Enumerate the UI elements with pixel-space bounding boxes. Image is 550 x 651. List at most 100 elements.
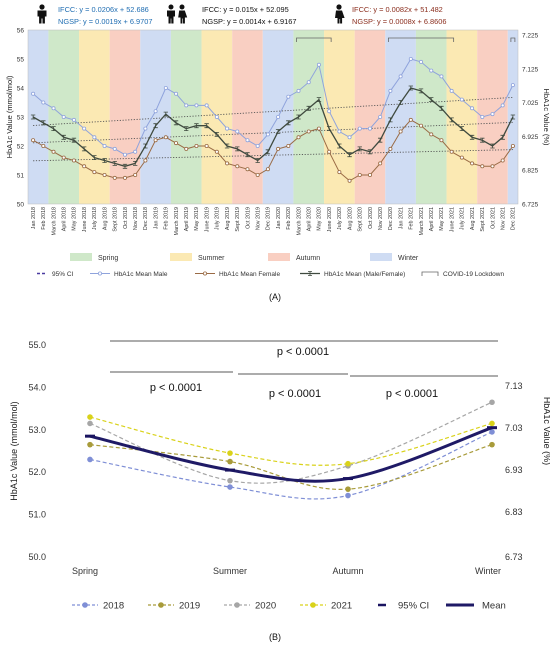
data-point-2021 bbox=[489, 420, 495, 427]
data-point-male bbox=[174, 91, 179, 96]
data-point-female bbox=[214, 149, 219, 154]
data-point-mean-ci bbox=[255, 158, 260, 163]
data-point-female bbox=[112, 175, 117, 180]
data-point-female bbox=[133, 172, 138, 177]
data-point-mean-ci bbox=[51, 126, 56, 131]
legend-marker-mean bbox=[308, 271, 312, 276]
x-tick-label: Sept 2019 bbox=[235, 207, 241, 232]
x-tick-label: Spring bbox=[72, 566, 98, 576]
significance-label: p < 0.0001 bbox=[386, 388, 438, 400]
trend-male-line bbox=[33, 96, 513, 126]
y2-tick-label: 6.73 bbox=[505, 552, 523, 562]
data-point-female bbox=[306, 129, 311, 134]
data-point-mean-ci bbox=[245, 152, 250, 158]
legend-label-mean: Mean bbox=[482, 601, 506, 612]
data-point-mean-ci bbox=[71, 137, 77, 143]
x-tick-label: Nov 2019 bbox=[255, 207, 261, 230]
data-point-female bbox=[153, 138, 158, 143]
legend-swatch-lockdown bbox=[421, 271, 439, 276]
data-point-female bbox=[500, 158, 505, 163]
season-band-autumn bbox=[232, 30, 263, 204]
data-point-male bbox=[439, 74, 444, 79]
data-point-mean-ci bbox=[357, 146, 362, 152]
season-band-summer bbox=[446, 30, 478, 204]
y-tick-label: 53.0 bbox=[28, 425, 46, 435]
data-point-mean-ci bbox=[143, 143, 148, 149]
legend-label-autumn: Autumn bbox=[296, 255, 320, 262]
data-point-2020 bbox=[489, 399, 495, 406]
data-point-female bbox=[378, 161, 383, 166]
series-line-2021 bbox=[89, 416, 493, 466]
data-point-mean-ci bbox=[224, 143, 230, 149]
data-point-female bbox=[367, 172, 372, 177]
data-point-male bbox=[459, 97, 464, 102]
x-tick-label: July 2019 bbox=[215, 207, 221, 230]
data-point-female bbox=[408, 117, 413, 122]
data-point-mean-ci bbox=[204, 123, 209, 129]
legend-label-ci: 95% CI bbox=[398, 601, 429, 612]
x-tick-label: Oct 2021 bbox=[490, 207, 496, 229]
data-point-female bbox=[490, 164, 495, 169]
data-point-mean-ci bbox=[214, 132, 220, 137]
season-band-winter bbox=[28, 30, 49, 204]
data-point-2021 bbox=[345, 460, 351, 467]
data-point-male bbox=[429, 68, 434, 73]
data-point-2019 bbox=[489, 441, 495, 448]
y-tick-label: 50 bbox=[17, 202, 25, 209]
data-point-female bbox=[92, 170, 97, 175]
data-point-2020 bbox=[87, 420, 93, 427]
x-tick-label: March 2020 bbox=[296, 207, 302, 235]
data-point-female bbox=[480, 164, 485, 169]
series-line-2020 bbox=[89, 401, 493, 484]
data-point-mean-ci bbox=[122, 163, 128, 169]
x-tick-label: Oct 2020 bbox=[368, 207, 374, 229]
data-point-female bbox=[255, 172, 260, 177]
female-person-icon bbox=[335, 4, 345, 24]
y-tick-label: 54.0 bbox=[28, 382, 46, 392]
data-point-female bbox=[225, 161, 230, 166]
data-point-2019 bbox=[227, 458, 233, 465]
x-tick-label: Aug 2021 bbox=[470, 207, 476, 230]
x-tick-label: Dec 2019 bbox=[266, 207, 272, 230]
x-tick-label: Feb 2020 bbox=[286, 207, 292, 230]
series-line-mean bbox=[32, 87, 514, 167]
y2-tick-label: 7.125 bbox=[522, 66, 539, 73]
data-point-mean-ci bbox=[347, 152, 352, 158]
y-tick-label: 53 bbox=[17, 115, 25, 122]
data-point-female bbox=[61, 155, 66, 160]
y2-axis-title: HbA1c Value (%) bbox=[542, 89, 550, 146]
data-point-male bbox=[102, 143, 107, 148]
data-point-male bbox=[388, 88, 393, 93]
x-tick-label: Jan 2021 bbox=[398, 207, 404, 229]
y2-axis-title: HbA1c Value (%) bbox=[542, 397, 550, 465]
data-point-2018 bbox=[345, 492, 351, 499]
data-point-mean-ci bbox=[377, 137, 383, 143]
legend-label-male: HbA1c Mean Male bbox=[114, 271, 168, 278]
data-point-mean-ci bbox=[490, 143, 495, 149]
data-point-mean-ci bbox=[408, 85, 414, 91]
data-point-mean-ci bbox=[153, 123, 158, 129]
legend-swatch-summer bbox=[170, 253, 192, 261]
x-tick-label: Oct 2019 bbox=[245, 207, 251, 229]
data-point-mean-ci bbox=[500, 134, 505, 140]
data-point-mean-ci bbox=[326, 126, 332, 131]
significance-label: p < 0.0001 bbox=[269, 388, 321, 400]
data-point-mean-ci bbox=[316, 97, 322, 102]
data-point-female bbox=[316, 126, 321, 131]
lockdown-bracket bbox=[387, 37, 455, 42]
data-point-male bbox=[286, 94, 291, 99]
data-point-female bbox=[163, 135, 168, 140]
x-tick-label: Aug 2019 bbox=[225, 207, 231, 230]
x-tick-label: April 2018 bbox=[62, 207, 68, 231]
data-point-female bbox=[235, 164, 240, 169]
x-tick-label: May 2020 bbox=[317, 207, 323, 231]
season-band-spring bbox=[415, 30, 447, 204]
data-point-mean-ci bbox=[265, 149, 271, 155]
y-tick-label: 55.0 bbox=[28, 340, 46, 350]
data-point-male bbox=[194, 103, 199, 108]
legend-label-spring: Spring bbox=[98, 255, 118, 262]
equation-female-ngsp: NGSP: y = 0.0008x + 6.8606 bbox=[352, 17, 447, 26]
season-band-winter bbox=[385, 30, 416, 204]
x-tick-label: Feb 2019 bbox=[164, 207, 170, 230]
data-point-male bbox=[490, 112, 495, 117]
